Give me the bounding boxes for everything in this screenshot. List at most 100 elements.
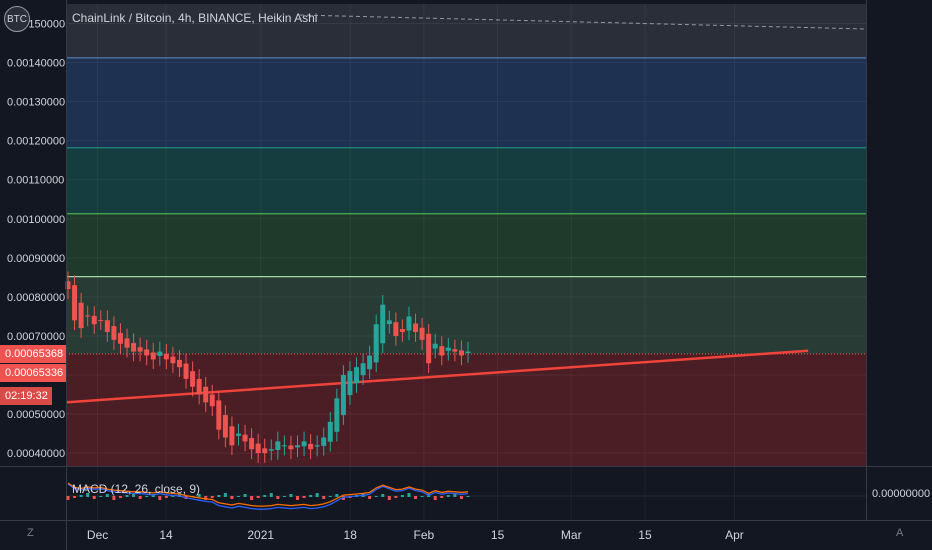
candle-body (413, 323, 419, 333)
candle (445, 337, 451, 361)
macd-bar (256, 496, 260, 498)
macd-bar (132, 493, 136, 497)
x-tick-label: 15 (491, 528, 505, 542)
candle-body (465, 351, 471, 353)
candle-body (222, 415, 228, 438)
candle-body (360, 363, 366, 376)
candle-body (295, 445, 301, 448)
macd-bar (138, 496, 142, 499)
candle-body (327, 421, 333, 442)
candle (321, 427, 327, 456)
candle-body (426, 333, 432, 364)
symbol-badge[interactable]: BTC (4, 6, 30, 32)
candle-body (203, 386, 209, 403)
macd-bar (125, 495, 129, 497)
auto-scale-button[interactable]: A (896, 527, 904, 539)
candle (255, 433, 261, 463)
candle-body (268, 449, 274, 451)
candle (222, 405, 228, 448)
candle (262, 438, 268, 463)
candle-body (354, 367, 360, 384)
candle (439, 336, 445, 366)
candle-body (124, 338, 130, 348)
candle (144, 339, 150, 366)
candle-body (216, 400, 222, 430)
candle (124, 328, 130, 358)
macd-bar (315, 493, 319, 497)
candle (190, 361, 196, 397)
trendline-price-tag: 0.00065336 (0, 364, 66, 382)
macd-bar (118, 496, 122, 498)
candle (432, 334, 438, 359)
candle (235, 423, 241, 446)
candle-body (85, 315, 91, 317)
candle-body (196, 378, 202, 395)
candle-body (117, 332, 123, 344)
candle (399, 319, 405, 342)
projection-dashed-line (299, 14, 867, 30)
candle-body (373, 324, 379, 363)
fib-zone-4 (66, 276, 866, 354)
macd-bar (446, 495, 450, 497)
candle-body (406, 316, 412, 331)
y-tick-label: 0.00130000 (7, 97, 65, 109)
candle-body (65, 281, 71, 290)
candle (314, 435, 320, 457)
macd-bar (197, 494, 201, 497)
candle (249, 428, 255, 459)
candle (340, 365, 346, 425)
candle (65, 271, 71, 299)
candle (452, 339, 458, 362)
candle-body (144, 349, 150, 356)
candle-body (242, 434, 248, 442)
candle-body (72, 285, 78, 321)
candle-body (275, 441, 281, 450)
macd-bar (210, 496, 214, 498)
candle (419, 318, 425, 350)
x-tick-label: Feb (414, 528, 435, 542)
candle (406, 306, 412, 341)
candle (275, 431, 281, 460)
macd-bar (407, 493, 411, 497)
candle (281, 435, 287, 456)
candle-body (111, 326, 117, 340)
candle-body (209, 394, 215, 407)
fib-zone-1 (66, 57, 866, 148)
y-tick-label: 0.00110000 (7, 175, 64, 187)
macd-bar (250, 496, 254, 500)
macd-bar (282, 496, 286, 497)
candle (203, 376, 209, 413)
chart-title: ChainLink / Bitcoin, 4h, BINANCE, Heikin… (72, 11, 318, 25)
candle (367, 345, 373, 379)
candle (380, 294, 386, 354)
candle-body (314, 445, 320, 447)
y-tick-label: 0.00040000 (7, 448, 65, 460)
macd-bar (269, 493, 273, 497)
candle-body (439, 346, 445, 356)
candle-body (91, 315, 97, 325)
candle (209, 384, 215, 417)
macd-bar (328, 496, 332, 497)
candle (373, 314, 379, 373)
candle-body (249, 438, 255, 450)
macd-bar (440, 496, 444, 498)
candle (85, 305, 91, 327)
macd-bar (420, 496, 424, 497)
macd-bar (394, 496, 398, 498)
timezone-button[interactable]: Z (27, 527, 34, 539)
candle-body (262, 448, 268, 454)
candle (360, 353, 366, 385)
candle (393, 312, 399, 346)
macd-label[interactable]: MACD (12, 26, close, 9) (72, 482, 201, 496)
fib-zone-3 (66, 213, 866, 277)
candle-body (393, 322, 399, 336)
candle (196, 369, 202, 405)
candle (176, 350, 182, 377)
y-tick-label: 0.00070000 (7, 331, 65, 343)
fib-zone-2 (66, 147, 866, 214)
candle-body (399, 329, 405, 333)
y-tick-label: 0.00080000 (7, 292, 65, 304)
candle (170, 346, 176, 374)
y-tick-label: 0.00090000 (7, 253, 65, 265)
